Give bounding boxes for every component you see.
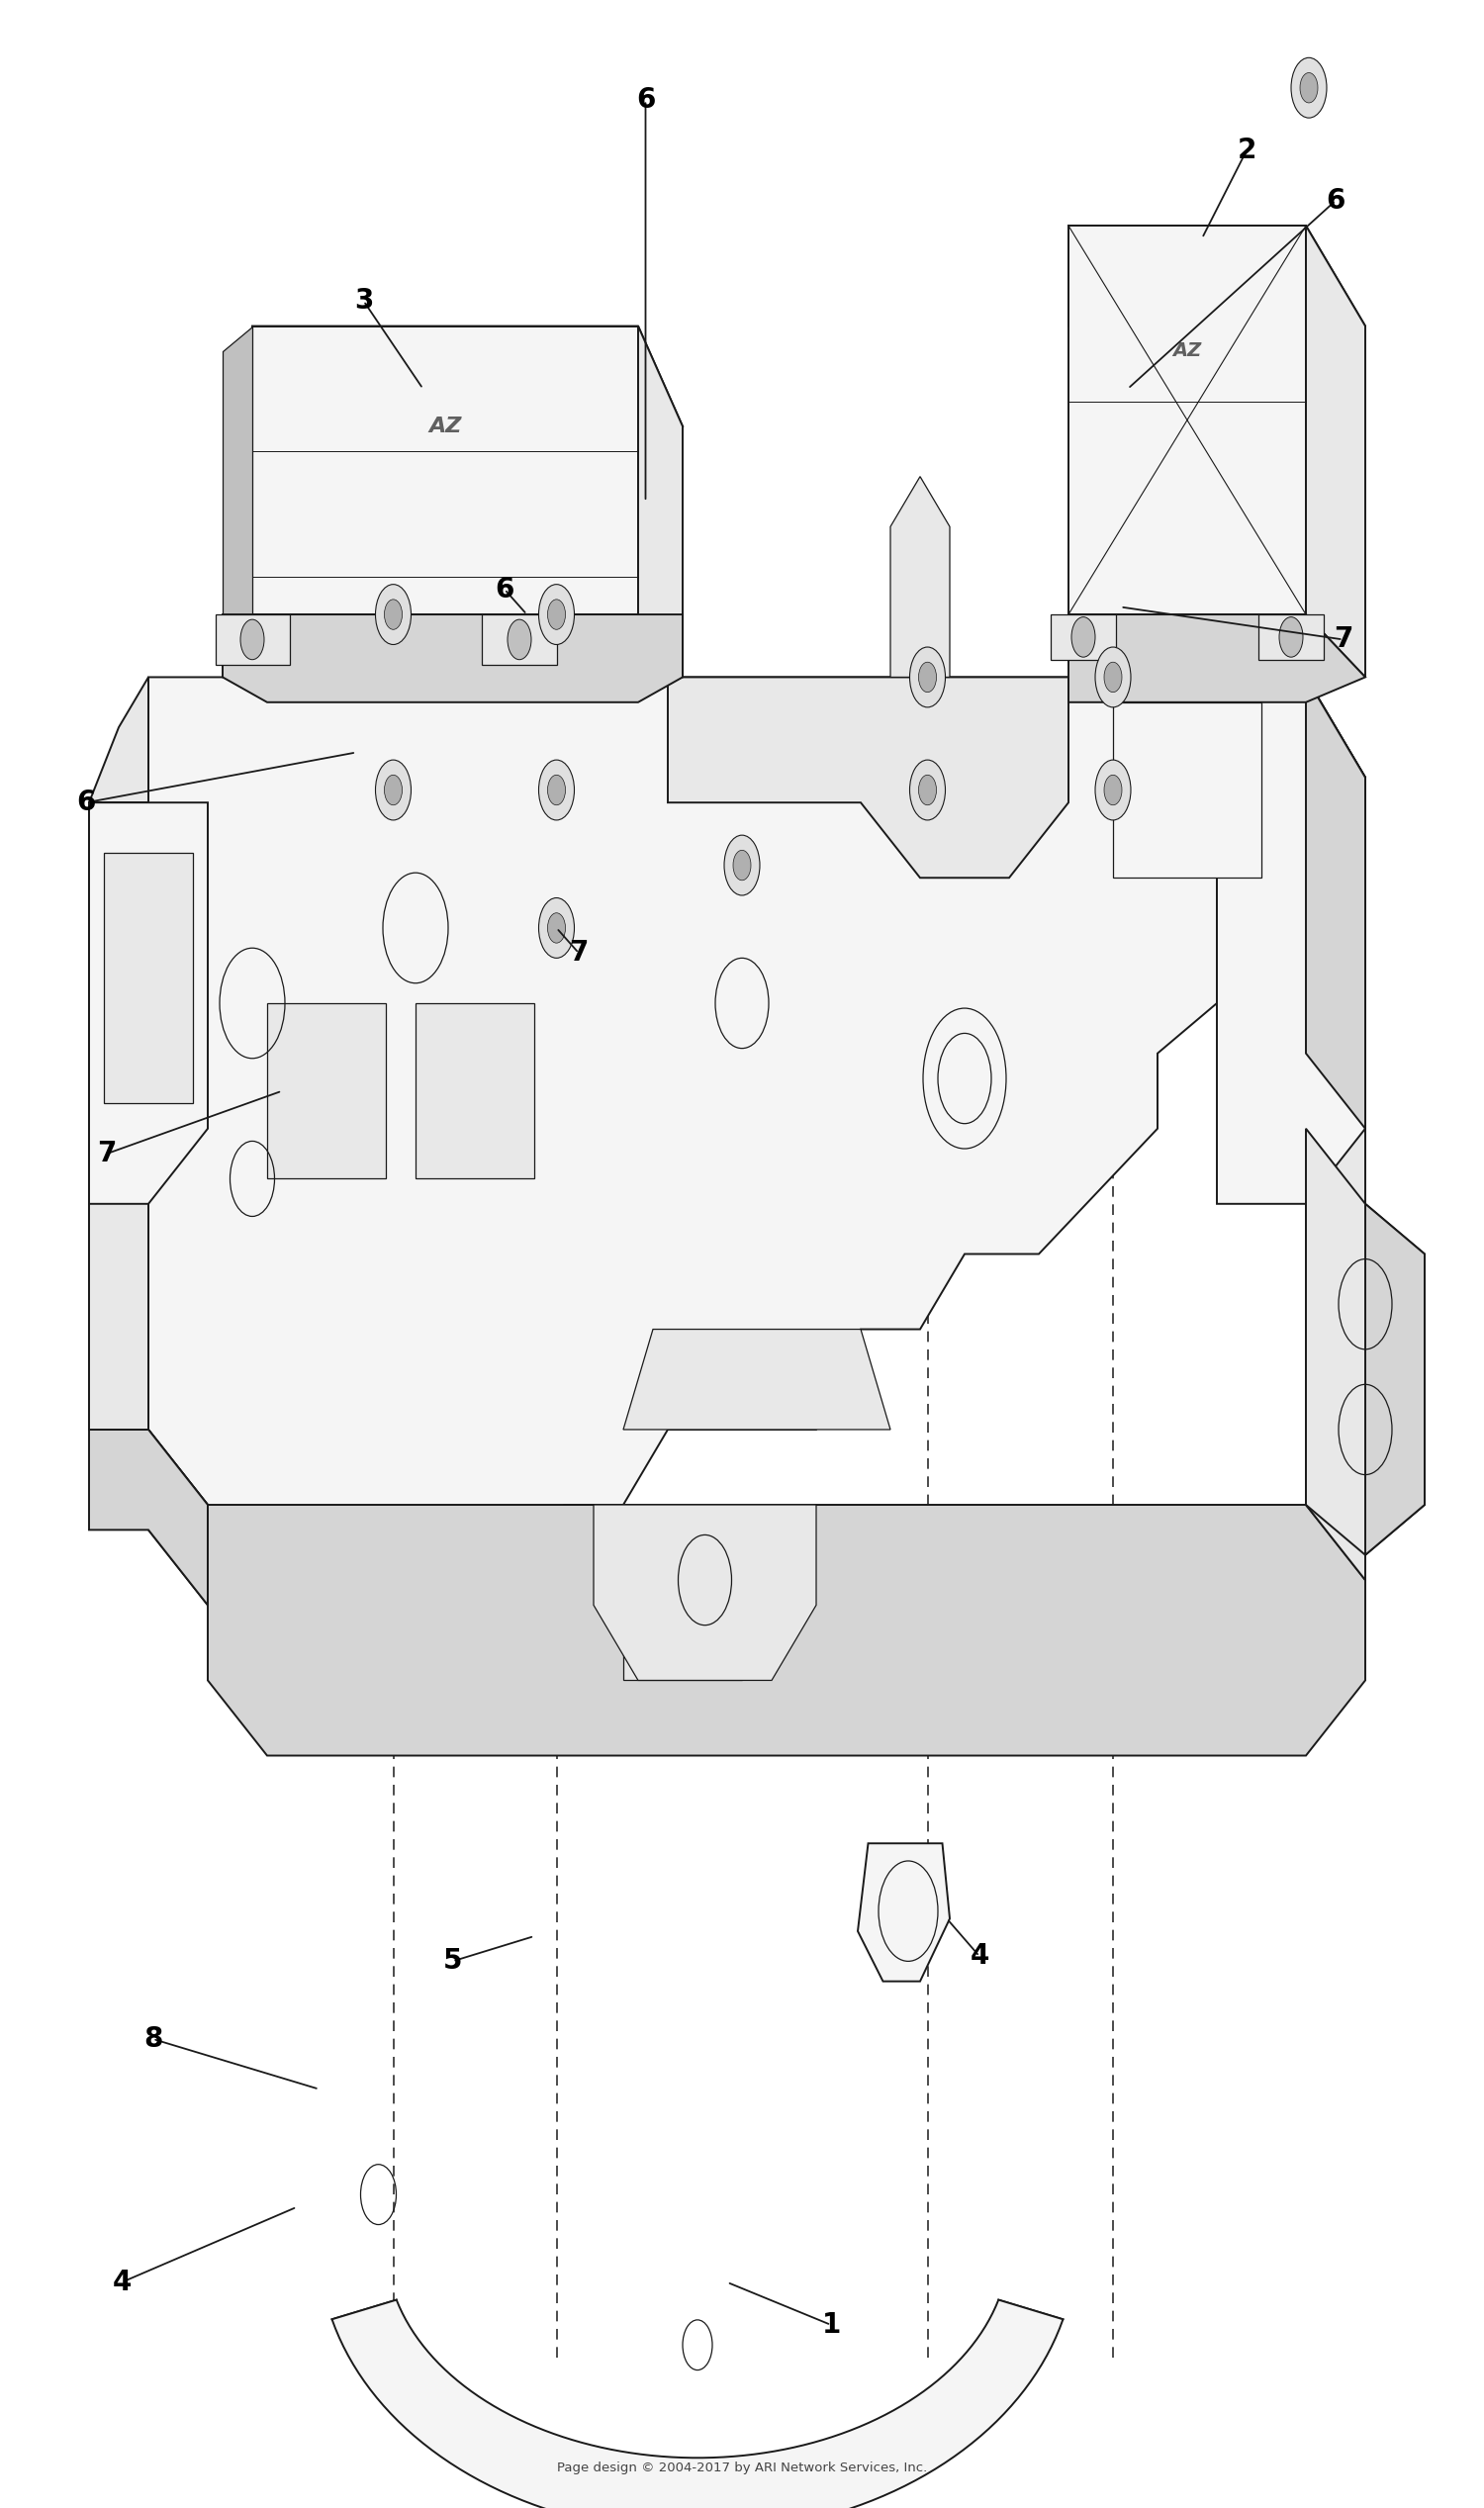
Circle shape <box>1291 58 1327 118</box>
Text: 7: 7 <box>98 1139 116 1169</box>
Circle shape <box>1300 73 1318 103</box>
Polygon shape <box>332 2300 1063 2508</box>
Text: 6: 6 <box>77 788 95 818</box>
Circle shape <box>910 647 945 707</box>
Circle shape <box>1104 662 1122 692</box>
Text: 2: 2 <box>1238 135 1255 166</box>
Polygon shape <box>482 614 556 665</box>
Text: 6: 6 <box>496 574 513 604</box>
Text: 8: 8 <box>144 2024 162 2054</box>
Polygon shape <box>89 1430 208 1605</box>
Polygon shape <box>1306 1129 1425 1555</box>
Circle shape <box>1104 775 1122 805</box>
Circle shape <box>1071 617 1095 657</box>
Polygon shape <box>252 326 683 426</box>
Circle shape <box>733 850 751 880</box>
Circle shape <box>910 760 945 820</box>
Text: 7: 7 <box>570 938 588 968</box>
Text: AZ: AZ <box>1172 341 1202 361</box>
Polygon shape <box>89 803 208 1204</box>
Circle shape <box>1095 647 1131 707</box>
Polygon shape <box>1113 702 1261 878</box>
Circle shape <box>375 760 411 820</box>
Polygon shape <box>89 803 148 1430</box>
Polygon shape <box>638 326 683 677</box>
Circle shape <box>1095 760 1131 820</box>
Polygon shape <box>890 477 950 677</box>
Circle shape <box>1279 617 1303 657</box>
Polygon shape <box>215 614 289 665</box>
Polygon shape <box>1306 677 1365 1129</box>
Polygon shape <box>1306 226 1365 677</box>
Polygon shape <box>223 326 252 614</box>
Text: 1: 1 <box>822 2310 840 2340</box>
Circle shape <box>919 662 936 692</box>
Text: 4: 4 <box>113 2267 131 2297</box>
Polygon shape <box>858 1843 950 1981</box>
Text: 3: 3 <box>355 286 372 316</box>
Circle shape <box>548 599 565 630</box>
Polygon shape <box>1306 677 1365 1580</box>
Polygon shape <box>594 1505 816 1680</box>
Polygon shape <box>1068 226 1306 614</box>
Polygon shape <box>1068 614 1365 702</box>
Circle shape <box>384 599 402 630</box>
Text: 4: 4 <box>971 1941 988 1971</box>
Text: ARI: ARI <box>558 1161 926 1347</box>
Circle shape <box>240 619 264 660</box>
Polygon shape <box>623 1329 890 1430</box>
Circle shape <box>508 619 531 660</box>
Polygon shape <box>104 853 193 1104</box>
Circle shape <box>548 913 565 943</box>
Text: Page design © 2004-2017 by ARI Network Services, Inc.: Page design © 2004-2017 by ARI Network S… <box>556 2460 928 2475</box>
Circle shape <box>384 775 402 805</box>
Circle shape <box>724 835 760 895</box>
Polygon shape <box>1051 614 1116 660</box>
Polygon shape <box>252 326 638 614</box>
Circle shape <box>375 584 411 645</box>
Polygon shape <box>208 1505 1365 1756</box>
Text: 7: 7 <box>1334 624 1352 655</box>
Circle shape <box>548 775 565 805</box>
Polygon shape <box>148 677 1365 1580</box>
Polygon shape <box>267 1003 386 1179</box>
Polygon shape <box>1365 1204 1425 1555</box>
Polygon shape <box>1068 226 1365 326</box>
Circle shape <box>539 898 574 958</box>
Polygon shape <box>1258 614 1324 660</box>
Text: AZ: AZ <box>429 416 462 436</box>
Text: 5: 5 <box>442 1946 463 1976</box>
Text: 6: 6 <box>1327 186 1345 216</box>
Polygon shape <box>223 614 683 702</box>
Polygon shape <box>623 1580 742 1680</box>
Polygon shape <box>1217 677 1365 1204</box>
Circle shape <box>539 584 574 645</box>
Circle shape <box>539 760 574 820</box>
Circle shape <box>919 775 936 805</box>
Polygon shape <box>668 677 1068 878</box>
Polygon shape <box>89 677 148 1430</box>
Polygon shape <box>416 1003 534 1179</box>
Polygon shape <box>148 1430 208 1605</box>
Text: 6: 6 <box>637 85 654 115</box>
